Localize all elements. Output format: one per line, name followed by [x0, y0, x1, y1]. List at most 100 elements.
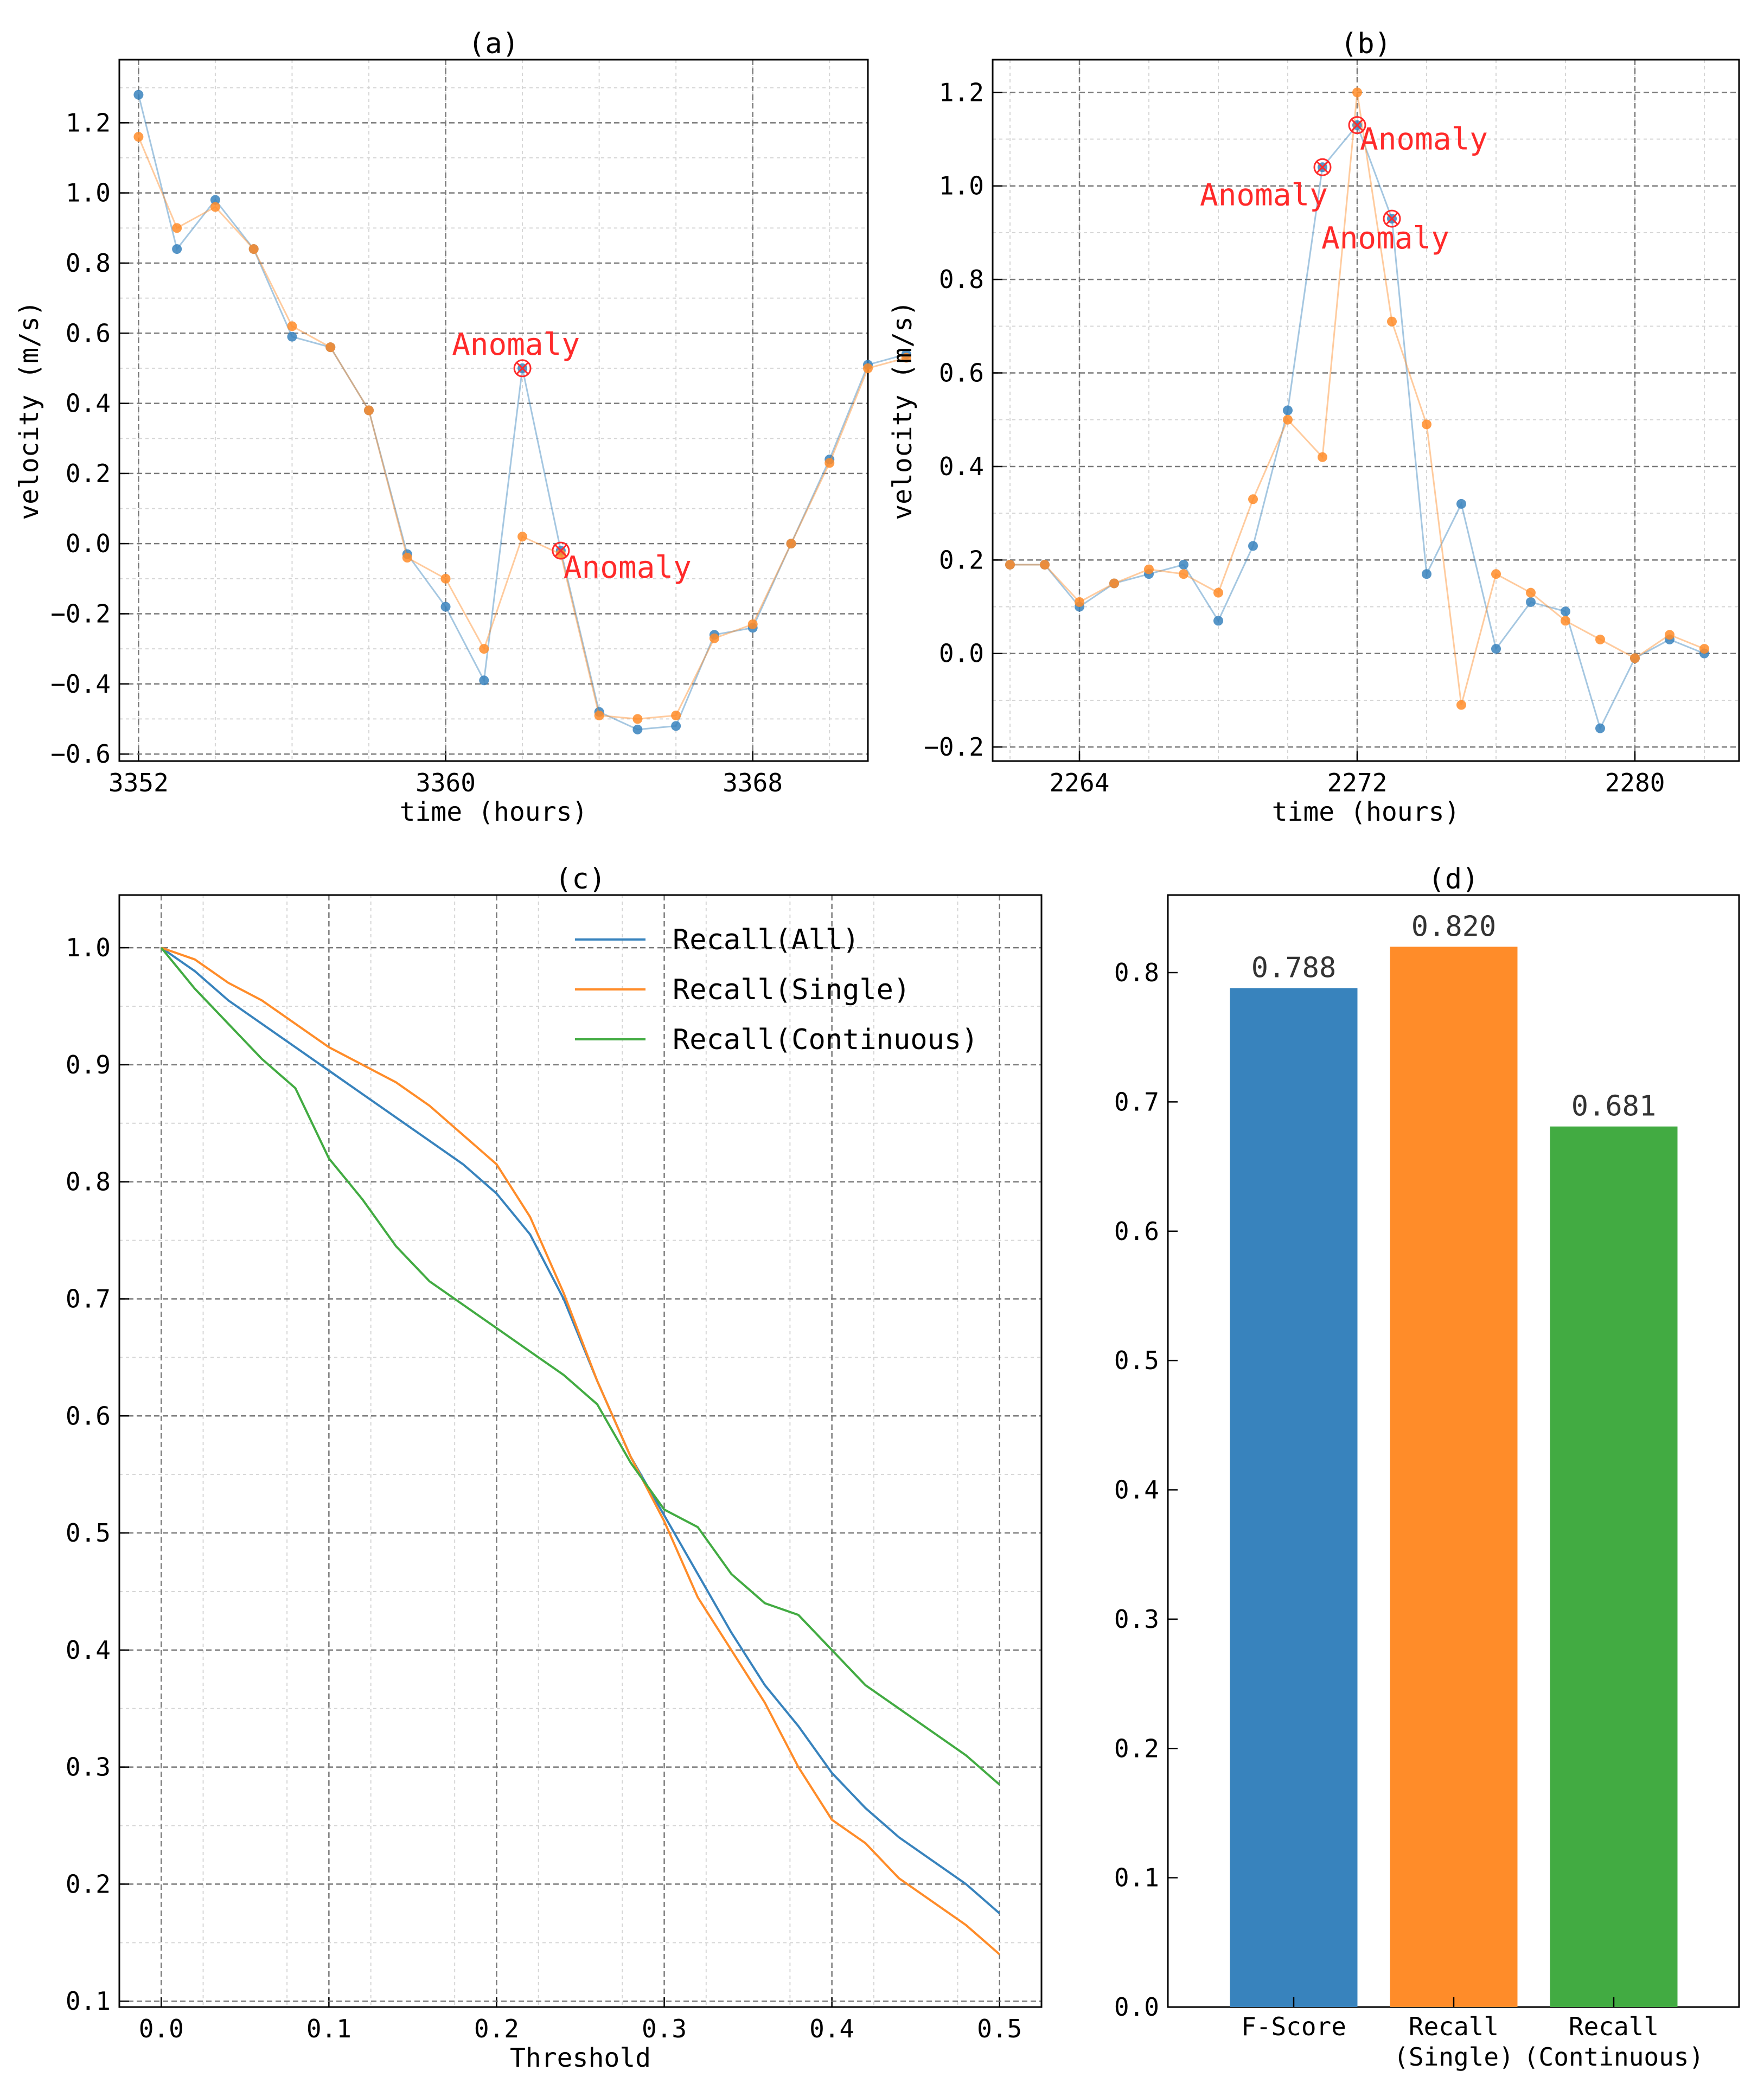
data-point-observed [632, 724, 643, 734]
data-point-observed [1526, 597, 1536, 607]
y-tick-label: 0.6 [66, 318, 111, 348]
axes-frame [118, 894, 1043, 2008]
data-point-observed [1456, 499, 1466, 509]
data-point-predicted [172, 223, 182, 233]
data-point-predicted [901, 353, 911, 363]
x-tick-label: 3360 [416, 768, 476, 797]
data-point-predicted [1630, 653, 1640, 663]
data-point-predicted [1040, 559, 1050, 570]
data-point-predicted [1109, 578, 1119, 589]
y-axis-label: velocity (m/s) [14, 301, 44, 520]
data-point-observed [1595, 723, 1605, 733]
bar-1 [1390, 947, 1518, 2007]
anomaly-label: Anomaly [564, 550, 692, 585]
data-point-observed [287, 331, 297, 342]
data-point-predicted [1491, 569, 1501, 579]
data-point-observed [1213, 616, 1223, 626]
data-point-observed [1422, 569, 1431, 579]
data-point-predicted [1595, 634, 1605, 644]
x-tick-label: 0.0 [139, 2014, 184, 2043]
y-tick-label: 0.4 [1114, 1475, 1159, 1505]
data-point-predicted [1456, 700, 1466, 710]
panel-title: (c) [555, 863, 606, 896]
data-point-predicted [1283, 414, 1293, 425]
data-point-observed [440, 602, 451, 612]
data-point-predicted [325, 342, 336, 353]
y-tick-label: 0.8 [939, 265, 984, 294]
y-tick-label: −0.2 [924, 732, 984, 762]
y-tick-label: 0.0 [939, 639, 984, 668]
series-line-Recall(Continuous) [160, 947, 1001, 1786]
data-point-predicted [248, 244, 259, 254]
legend-label: Recall(Continuous) [673, 1024, 979, 1056]
y-tick-label: 0.2 [939, 545, 984, 574]
data-point-predicted [133, 132, 144, 142]
y-tick-label: 0.5 [1114, 1346, 1159, 1375]
x-category-label: (Continuous) [1524, 2042, 1704, 2072]
anomaly-label: Anomaly [1360, 122, 1488, 157]
y-tick-label: 0.0 [1114, 1992, 1159, 2022]
data-point-predicted [1387, 316, 1397, 327]
data-point-predicted [747, 619, 758, 629]
data-point-predicted [1075, 597, 1084, 607]
bar-value-label: 0.681 [1571, 1090, 1657, 1123]
y-tick-label: 0.8 [1114, 958, 1159, 987]
panel-c-chart: 0.0 0.1 0.2 0.3 0.4 0.5 0.1 0.2 0.3 0.4 0.5 0.6 0.7 0… [66, 863, 1043, 2073]
data-point-predicted [517, 532, 528, 542]
x-category-label: (Single) [1394, 2042, 1514, 2072]
data-point-predicted [1665, 630, 1674, 640]
bar-value-label: 0.788 [1251, 952, 1337, 985]
data-point-predicted [1422, 419, 1431, 430]
data-point-observed [133, 90, 144, 100]
data-point-predicted [1561, 616, 1570, 626]
legend-label: Recall(All) [673, 924, 859, 956]
y-tick-label: −0.4 [50, 669, 111, 699]
data-point-predicted [863, 363, 873, 373]
panel-b-chart: 2264 2272 2280 −0.2 0.0 0.2 0.4 0.6 0.8 1.0 1.2 (b)… [887, 28, 1740, 827]
data-point-predicted [632, 714, 643, 724]
y-tick-label: 0.0 [66, 529, 111, 558]
y-tick-label: 0.6 [1114, 1217, 1159, 1246]
data-point-observed [671, 721, 681, 731]
anomaly-marker [1348, 116, 1366, 135]
data-point-predicted [555, 549, 566, 559]
data-point-predicted [825, 458, 835, 468]
x-axis-label: time (hours) [1272, 797, 1460, 827]
y-tick-label: 1.0 [66, 933, 111, 962]
data-point-predicted [1005, 559, 1015, 570]
anomaly-marker [552, 541, 570, 560]
y-tick-label: 0.7 [1114, 1087, 1159, 1116]
data-point-predicted [402, 553, 412, 563]
y-tick-label: 0.5 [66, 1518, 111, 1548]
y-tick-label: 0.1 [66, 1986, 111, 2016]
data-point-predicted [1526, 587, 1536, 598]
anomaly-label: Anomaly [452, 327, 580, 362]
anomaly-label: Anomaly [1200, 177, 1328, 213]
x-tick-label: 0.2 [474, 2014, 519, 2043]
bar-2 [1550, 1126, 1678, 2007]
anomaly-cross [1385, 213, 1398, 225]
y-tick-label: 0.8 [66, 1167, 111, 1197]
y-tick-label: 0.9 [66, 1050, 111, 1079]
bar-value-label: 0.820 [1411, 910, 1497, 943]
x-tick-label: 2280 [1605, 768, 1665, 797]
anomaly-cross [1316, 161, 1329, 174]
y-tick-label: 0.1 [1114, 1863, 1159, 1893]
data-point-predicted [440, 573, 451, 584]
data-point-observed [210, 195, 220, 205]
y-tick-label: 0.7 [66, 1284, 111, 1313]
y-axis-label: velocity (m/s) [887, 301, 918, 520]
panel-d-chart: 0.0 0.1 0.2 0.3 0.4 0.5 0.6 0.7 0.8 (d) 0.788 F-Sco… [1114, 863, 1740, 2072]
anomaly-cross [516, 362, 529, 374]
x-category-label: Recall [1569, 2012, 1659, 2041]
data-point-predicted [364, 405, 374, 416]
y-tick-label: 0.4 [66, 389, 111, 418]
panel-a-chart: 3352 3360 3368 −0.6 −0.4 −0.2 0.0 0.2 0.4 0.6 0.8 1… [14, 28, 911, 827]
data-point-observed [479, 675, 489, 686]
x-tick-label: 2272 [1327, 768, 1388, 797]
x-axis-label: Threshold [510, 2043, 651, 2073]
y-tick-label: 0.2 [1114, 1734, 1159, 1763]
x-axis-label: time (hours) [400, 797, 588, 827]
data-point-predicted [1213, 587, 1223, 598]
data-point-predicted [1699, 644, 1709, 654]
